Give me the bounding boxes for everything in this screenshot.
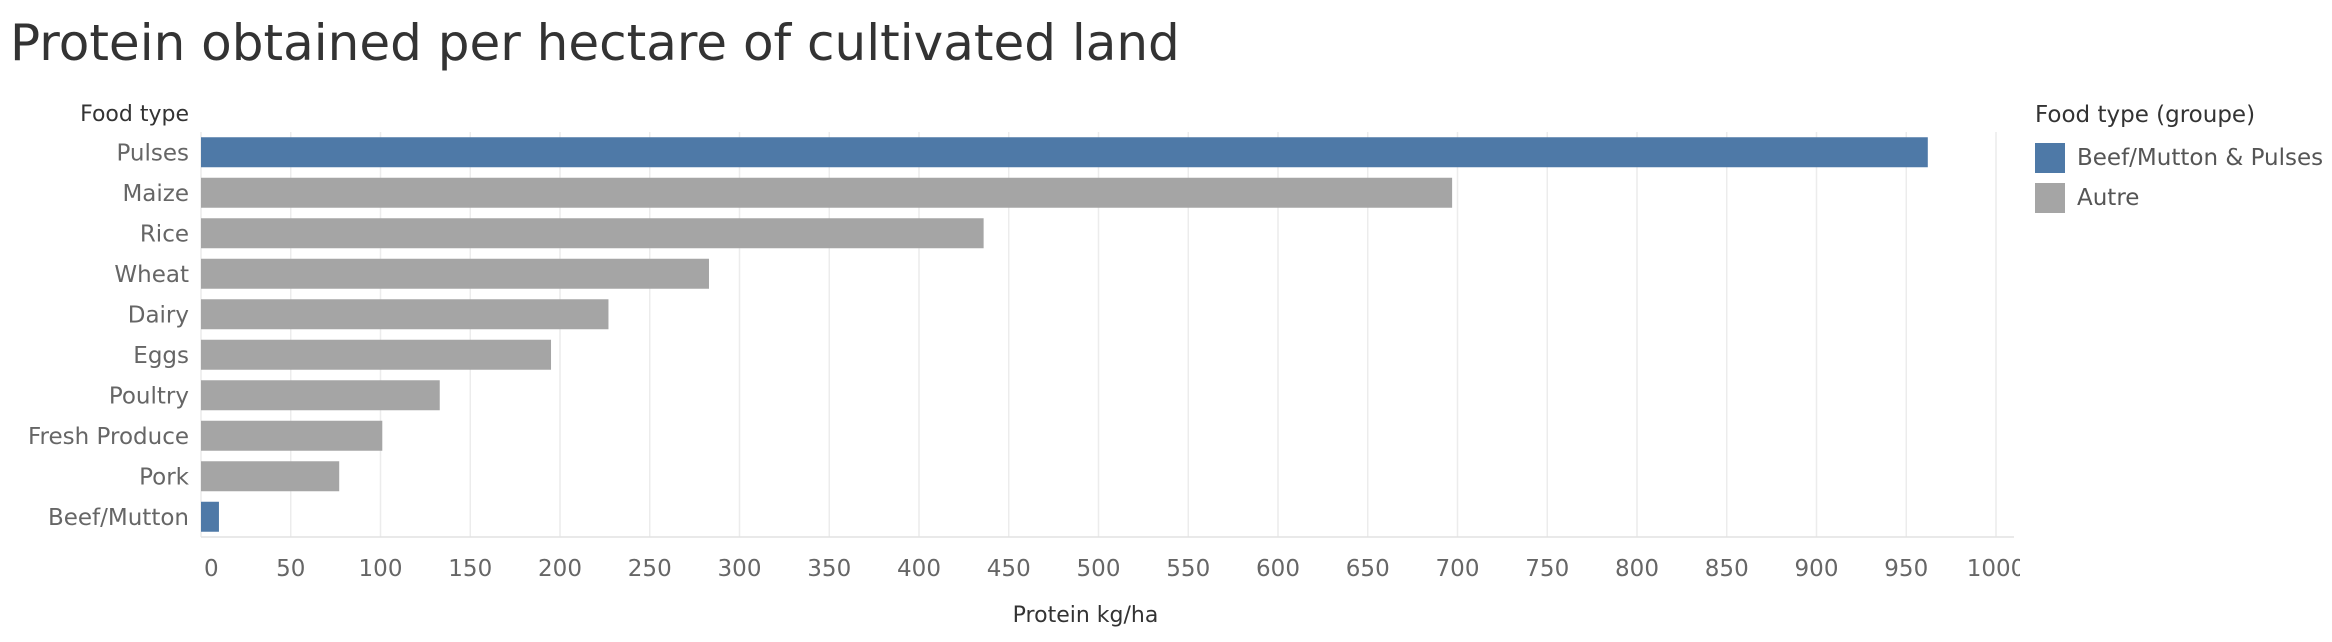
y-axis-title: Food type [80, 102, 189, 127]
x-tick-label: 600 [1256, 556, 1300, 582]
category-label: Fresh Produce [28, 424, 189, 450]
x-tick-label: 700 [1436, 556, 1480, 582]
x-tick-label: 100 [359, 556, 403, 582]
bar [201, 339, 552, 370]
chart-title: Protein obtained per hectare of cultivat… [10, 14, 1180, 72]
bar-chart: Food type Pulses Maize Rice Wheat Dairy Eggs Po… [28, 102, 2020, 628]
category-label: Maize [122, 181, 189, 207]
x-tick-label: 750 [1525, 556, 1569, 582]
legend-label: Autre [2077, 185, 2140, 211]
legend-swatch-autre [2035, 183, 2065, 213]
category-label: Rice [140, 221, 189, 247]
bar [201, 299, 609, 330]
category-label: Pork [139, 464, 190, 490]
x-tick-label: 1000 [1967, 556, 2020, 582]
x-tick-label: 800 [1615, 556, 1659, 582]
x-tick-label: 950 [1884, 556, 1928, 582]
x-tick-label: 550 [1166, 556, 1210, 582]
x-tick-label: 900 [1795, 556, 1839, 582]
bar [201, 420, 383, 451]
x-tick-label: 650 [1346, 556, 1390, 582]
bar [201, 177, 1453, 208]
x-tick-label: 0 [204, 556, 219, 582]
legend-item-beef-mutton-pulses[interactable]: Beef/Mutton & Pulses [2035, 138, 2323, 178]
bar [201, 380, 440, 411]
x-axis-title: Protein kg/ha [1013, 603, 1159, 628]
x-tick-label: 850 [1705, 556, 1749, 582]
category-label: Poultry [109, 383, 189, 409]
legend-swatch-beef-mutton-pulses [2035, 143, 2065, 173]
x-tick-label: 250 [628, 556, 672, 582]
bar [201, 258, 709, 289]
x-tick-label: 450 [987, 556, 1031, 582]
bar [201, 218, 984, 249]
bar [201, 137, 1928, 168]
category-label: Wheat [114, 262, 189, 288]
category-label: Beef/Mutton [48, 505, 189, 531]
category-label: Dairy [128, 302, 189, 328]
x-tick-label: 400 [897, 556, 941, 582]
x-tick-label: 500 [1077, 556, 1121, 582]
bar [201, 461, 340, 492]
category-label: Pulses [116, 140, 189, 166]
legend-title: Food type (groupe) [2035, 102, 2256, 128]
bar [201, 501, 219, 532]
category-label: Eggs [133, 343, 189, 369]
x-tick-label: 150 [448, 556, 492, 582]
x-tick-label: 200 [538, 556, 582, 582]
x-tick-label: 300 [718, 556, 762, 582]
legend-label: Beef/Mutton & Pulses [2077, 145, 2324, 171]
legend: Food type (groupe) Beef/Mutton & Pulses … [2035, 102, 2323, 218]
legend-item-autre[interactable]: Autre [2035, 178, 2323, 218]
x-tick-label: 50 [276, 556, 305, 582]
x-tick-label: 350 [807, 556, 851, 582]
